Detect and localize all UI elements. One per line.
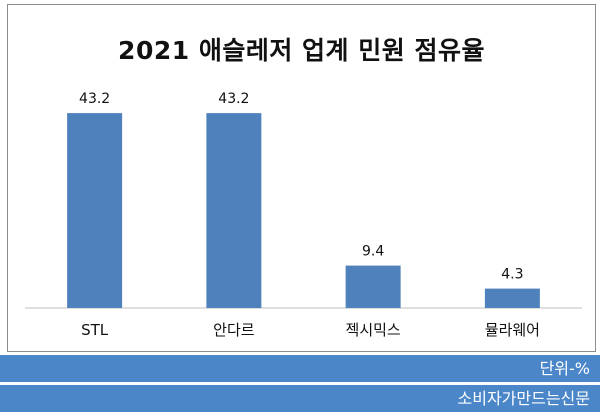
data-label-3: 9.4 — [362, 244, 384, 260]
bar-2 — [206, 113, 262, 309]
source-caption: 소비자가만드는신문 — [0, 385, 600, 412]
unit-caption: 단위-% — [0, 355, 600, 382]
data-label-4: 4.3 — [501, 267, 523, 283]
category-label-4: 뮬라웨어 — [485, 321, 540, 339]
bar-4 — [484, 288, 540, 308]
bar-chart: 43.2 STL 43.2 안다르 9.4 젝시믹스 4.3 뮬라웨어 — [25, 91, 582, 339]
category-label-2: 안다르 — [213, 321, 255, 339]
data-label-1: 43.2 — [79, 91, 110, 107]
bar-1 — [67, 113, 123, 309]
category-label-3: 젝시믹스 — [346, 321, 401, 339]
chart-title: 2021 애슬레저 업계 민원 점유율 — [118, 36, 485, 65]
bar-3 — [345, 265, 401, 308]
bars-layer: 43.2 STL 43.2 안다르 9.4 젝시믹스 4.3 뮬라웨어 — [67, 91, 540, 339]
category-label-1: STL — [81, 321, 109, 339]
data-label-2: 43.2 — [218, 91, 249, 107]
